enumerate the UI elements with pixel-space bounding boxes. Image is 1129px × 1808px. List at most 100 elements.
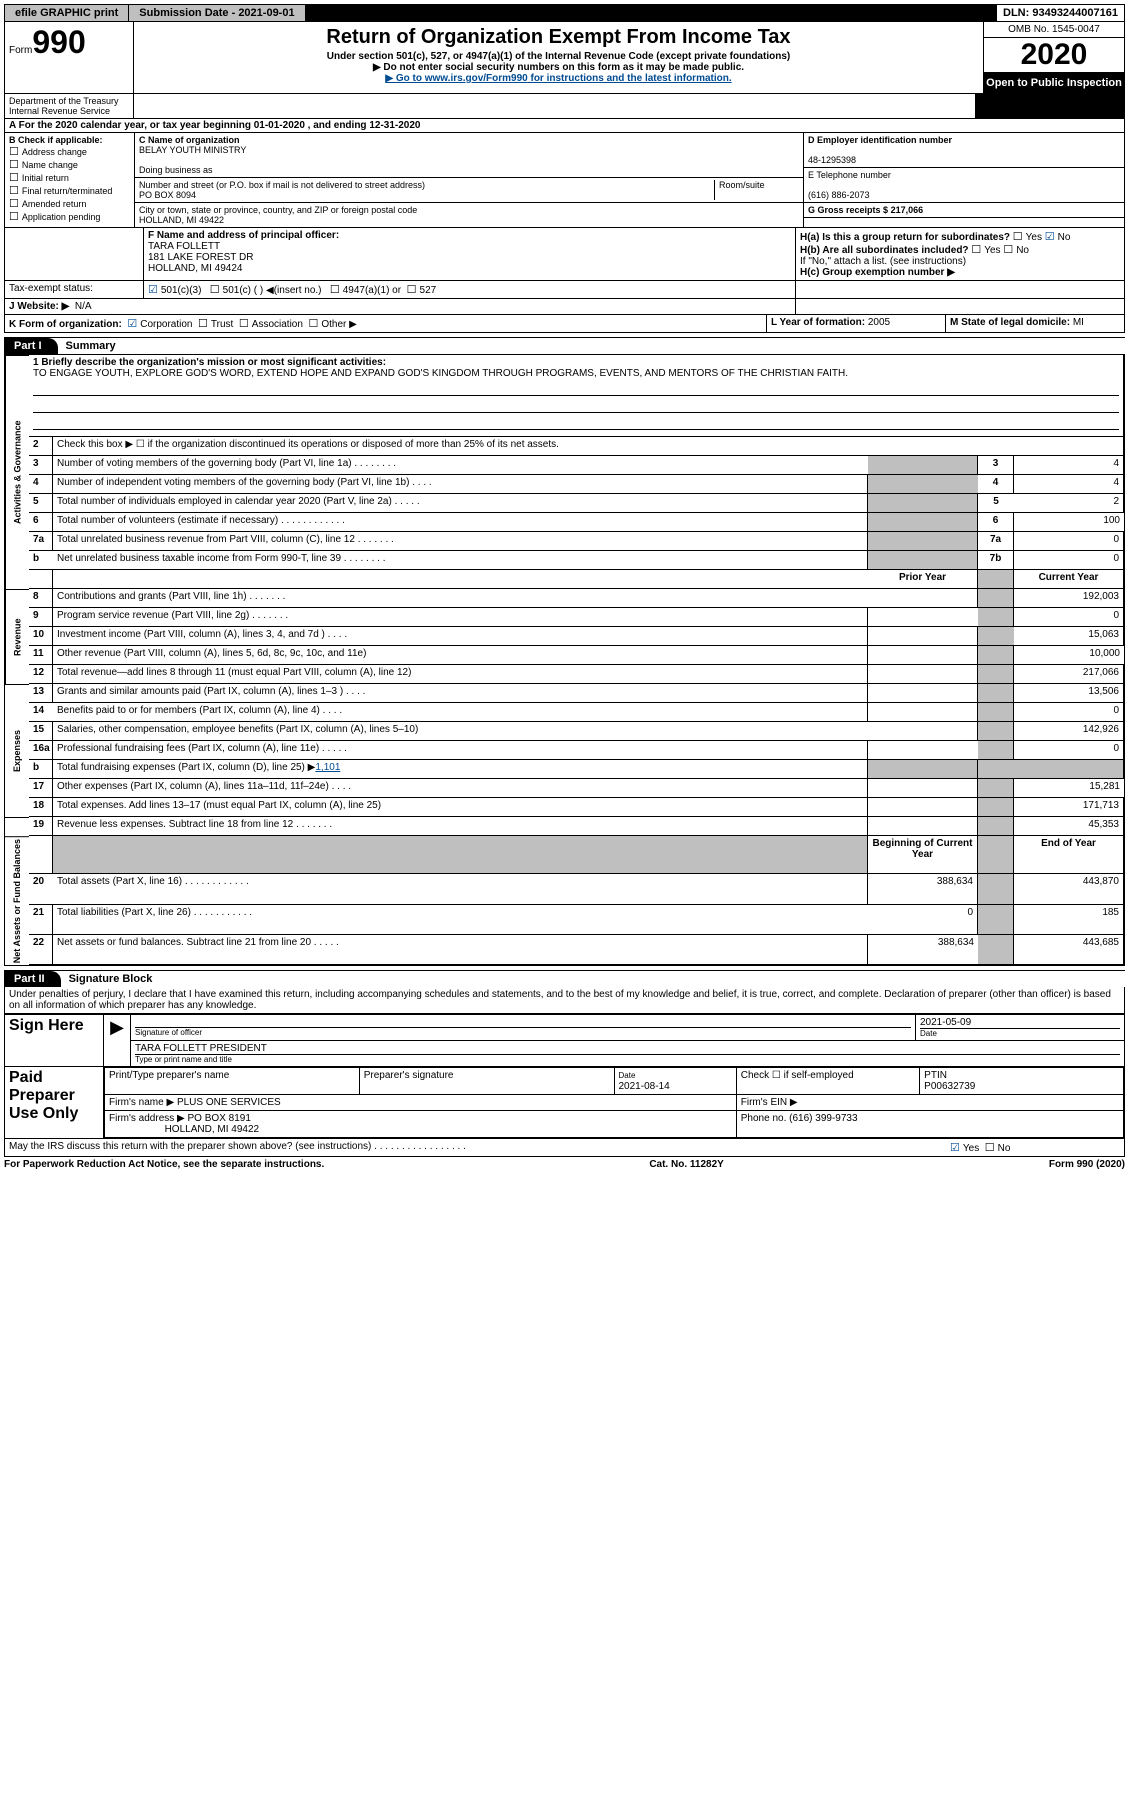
chk-501c3[interactable]: 501(c)(3) — [148, 285, 201, 296]
line2-text: Check this box ▶ ☐ if the organization d… — [53, 437, 1124, 456]
part1-title: Summary — [58, 340, 116, 352]
r14-val: 0 — [1014, 703, 1124, 722]
sig-officer-cell: Signature of officer — [131, 1015, 916, 1041]
form-note-1: ▶ Do not enter social security numbers o… — [138, 62, 979, 73]
mission-block: 1 Briefly describe the organization's mi… — [29, 355, 1124, 437]
chk-corporation[interactable]: Corporation — [127, 319, 192, 330]
m-label: M State of legal domicile: — [950, 317, 1070, 328]
gross-cell: G Gross receipts $ 217,066 — [804, 203, 1124, 218]
discuss-no[interactable]: No — [985, 1143, 1011, 1154]
city-cell: City or town, state or province, country… — [135, 203, 803, 227]
r13-val: 13,506 — [1014, 684, 1124, 703]
r5-num: 5 — [29, 494, 53, 513]
r16a-val: 0 — [1014, 741, 1124, 760]
m-value: MI — [1073, 317, 1084, 328]
r3-desc: Number of voting members of the governin… — [53, 456, 868, 475]
chk-association[interactable]: Association — [239, 319, 303, 330]
r14-desc: Benefits paid to or for members (Part IX… — [53, 703, 868, 722]
irs-link[interactable]: www.irs.gov/Form990 — [425, 73, 528, 84]
r16b-p — [868, 760, 978, 779]
current-year-hdr: Current Year — [1014, 570, 1124, 589]
tax-exempt-row: Tax-exempt status: 501(c)(3) 501(c) ( ) … — [4, 281, 1125, 299]
org-address: PO BOX 8094 — [139, 190, 196, 200]
r6-desc: Total number of volunteers (estimate if … — [53, 513, 868, 532]
chk-4947[interactable]: 4947(a)(1) or — [330, 285, 401, 296]
pc-pad — [29, 570, 53, 589]
date-label: Date — [920, 1028, 1120, 1038]
side-label-exp: Expenses — [5, 684, 29, 817]
officer-name-cell: TARA FOLLETT PRESIDENT Type or print nam… — [131, 1041, 1125, 1067]
penalty-text: Under penalties of perjury, I declare th… — [4, 987, 1125, 1014]
r9-val: 0 — [1014, 608, 1124, 627]
dln-label: DLN: 93493244007161 — [997, 5, 1124, 21]
r7a-shade — [868, 532, 978, 551]
firm-phone-cell: Phone no. (616) 399-9733 — [736, 1111, 1123, 1138]
r7a-num: 7a — [29, 532, 53, 551]
r17-shade — [978, 779, 1014, 798]
chk-501c[interactable]: 501(c) ( ) ◀(insert no.) — [210, 285, 322, 296]
r6-box: 6 — [978, 513, 1014, 532]
org-city: HOLLAND, MI 49422 — [139, 215, 224, 225]
r11-shade — [978, 646, 1014, 665]
signature-table: Sign Here ▶ Signature of officer 2021-05… — [4, 1014, 1125, 1139]
chk-initial-return[interactable]: Initial return — [9, 173, 69, 183]
chk-trust[interactable]: Trust — [198, 319, 233, 330]
hb-no[interactable]: No — [1003, 245, 1029, 256]
ha-yes[interactable]: Yes — [1013, 232, 1042, 243]
dept-label: Department of the Treasury Internal Reve… — [5, 94, 134, 118]
r16b-num: b — [29, 760, 53, 779]
ptin-cell: PTINP00632739 — [920, 1068, 1124, 1095]
hb-yes[interactable]: Yes — [971, 245, 1000, 256]
r8-val: 192,003 — [1014, 589, 1124, 608]
ha-no[interactable]: No — [1045, 232, 1071, 243]
r22-prior: 388,634 — [868, 935, 978, 965]
chk-application-pending[interactable]: Application pending — [9, 212, 100, 222]
pc-shade — [978, 570, 1014, 589]
klm-row: K Form of organization: Corporation Trus… — [4, 315, 1125, 333]
chk-amended-return[interactable]: Amended return — [9, 199, 86, 209]
r15-num: 15 — [29, 722, 53, 741]
r15-prior — [868, 722, 978, 741]
chk-527[interactable]: 527 — [407, 285, 437, 296]
r15-desc: Salaries, other compensation, employee b… — [53, 722, 868, 741]
chk-name-change[interactable]: Name change — [9, 160, 78, 170]
r10-shade — [978, 627, 1014, 646]
prior-year-hdr: Prior Year — [868, 570, 978, 589]
section-b-label: B Check if applicable: — [9, 135, 103, 145]
section-k: K Form of organization: Corporation Trus… — [5, 315, 767, 332]
r16b-amount[interactable]: 1,101 — [315, 762, 340, 773]
form-number: 990 — [32, 24, 85, 60]
officer-label: Type or print name and title — [135, 1054, 1120, 1064]
chk-final-return[interactable]: Final return/terminated — [9, 186, 112, 196]
chk-address-change[interactable]: Address change — [9, 147, 87, 157]
chk-other[interactable]: Other ▶ — [308, 319, 356, 330]
r21-val: 185 — [1014, 905, 1124, 935]
r20-num: 20 — [29, 874, 53, 904]
phone-cell: E Telephone number (616) 886-2073 — [804, 168, 1124, 203]
r16a-shade — [978, 741, 1014, 760]
r6-val: 100 — [1014, 513, 1124, 532]
footer-left: For Paperwork Reduction Act Notice, see … — [4, 1159, 324, 1170]
city-label: City or town, state or province, country… — [139, 205, 417, 215]
section-f-label: F Name and address of principal officer: — [148, 230, 339, 241]
r21-prior: 0 — [868, 905, 978, 935]
sig-date-cell: 2021-05-09 Date — [916, 1015, 1125, 1041]
side-label-na: Net Assets or Fund Balances — [5, 836, 29, 965]
form-title: Return of Organization Exempt From Incom… — [138, 26, 979, 49]
r6-num: 6 — [29, 513, 53, 532]
r8-prior — [868, 589, 978, 608]
side-label-rev: Revenue — [5, 589, 29, 684]
side-label-ag: Activities & Governance — [5, 355, 29, 589]
tax-exempt-right — [796, 281, 1124, 298]
form-id-block: Form990 — [5, 22, 134, 93]
r3-val: 4 — [1014, 456, 1124, 475]
r17-prior — [868, 779, 978, 798]
r16b-desc: Total fundraising expenses (Part IX, col… — [53, 760, 868, 779]
efile-button[interactable]: efile GRAPHIC print — [5, 5, 129, 21]
self-emp-cell: Check ☐ if self-employed — [736, 1068, 919, 1095]
omb-number: OMB No. 1545-0047 — [984, 22, 1124, 38]
discuss-yes[interactable]: Yes — [950, 1143, 979, 1154]
boy-shade2 — [978, 836, 1014, 874]
r4-box: 4 — [978, 475, 1014, 494]
section-h: H(a) Is this a group return for subordin… — [796, 228, 1124, 280]
